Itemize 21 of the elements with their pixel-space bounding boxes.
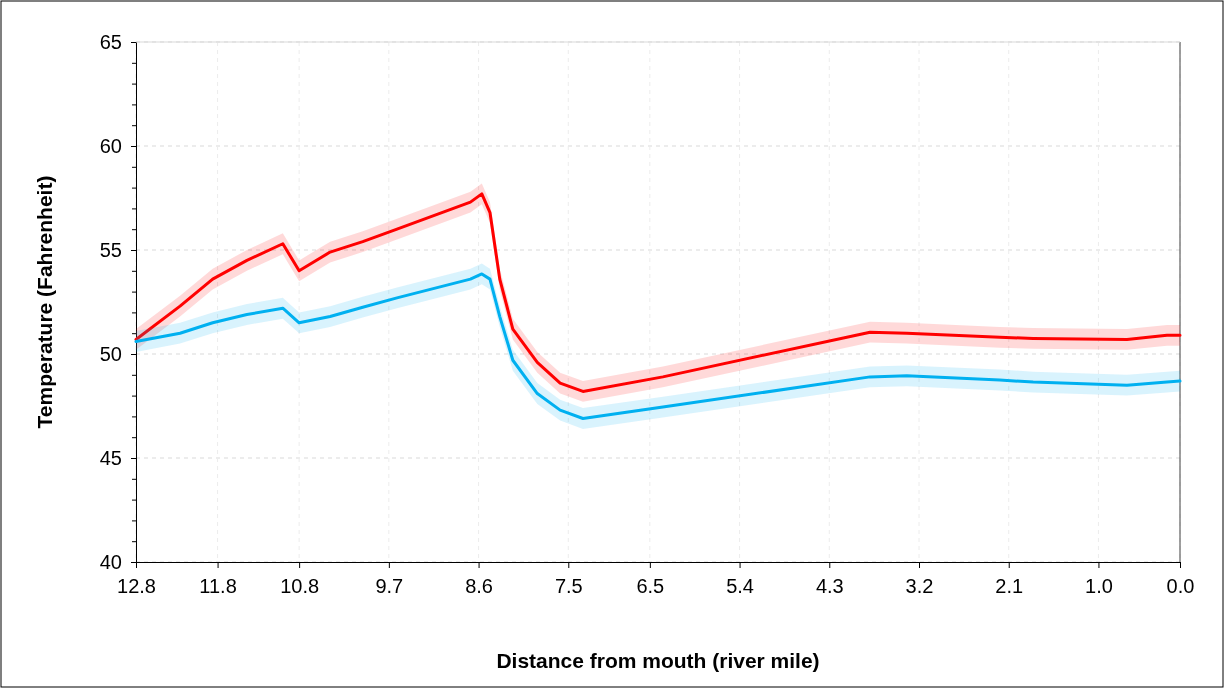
x-tick-label: 9.7 (375, 575, 404, 597)
y-tick-label: 50 (99, 342, 122, 365)
y-tick-label: 65 (99, 30, 122, 53)
y-tick-label: 55 (99, 238, 122, 261)
x-tick-label: 10.8 (280, 575, 320, 597)
x-tick-label: 8.6 (465, 575, 493, 597)
x-tick-label: 1.0 (1085, 575, 1113, 597)
y-axis-title: Temperature (Fahrenheit) (33, 175, 56, 429)
x-tick-label: 5.4 (726, 575, 754, 597)
x-tick-label: 6.5 (636, 575, 665, 597)
x-tick-label: 3.2 (905, 575, 934, 597)
y-tick-label: 60 (99, 134, 122, 157)
y-tick-label: 40 (99, 550, 122, 573)
x-axis-title: Distance from mouth (river mile) (496, 649, 820, 672)
x-tick-label: 4.3 (815, 575, 844, 597)
y-tick-label: 45 (99, 446, 122, 469)
x-tick-label: 0.0 (1166, 575, 1195, 597)
x-tick-label: 2.1 (995, 575, 1024, 597)
x-tick-label: 12.8 (117, 575, 156, 597)
x-tick-label: 7.5 (554, 575, 583, 597)
x-tick-label: 11.8 (199, 575, 237, 597)
